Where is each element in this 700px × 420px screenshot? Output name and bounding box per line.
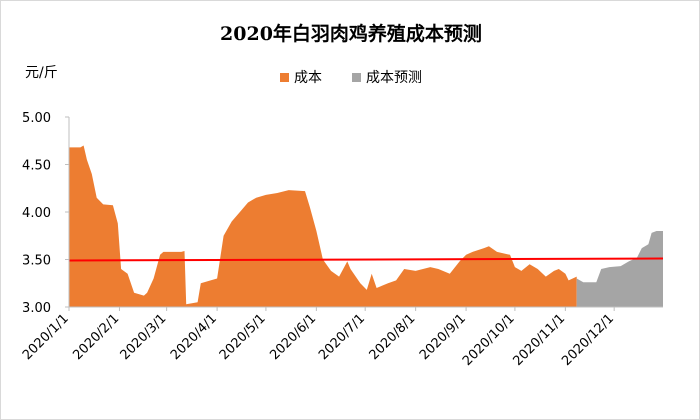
legend: 成本 成本预测: [1, 67, 699, 87]
y-tick-label: 4.50: [22, 159, 51, 174]
series-area-cost-forecast: [576, 231, 663, 307]
legend-swatch-cost: [280, 72, 289, 82]
x-tick-label: 2020/7/1: [316, 311, 368, 363]
x-tick-label: 2020/12/1: [559, 311, 617, 369]
reference-line: [68, 257, 664, 262]
legend-item-forecast: 成本预测: [352, 67, 422, 87]
y-tick-label: 5.00: [22, 111, 51, 126]
x-tick-label: 2020/3/1: [118, 311, 170, 363]
x-tick-label: 2020/9/1: [417, 311, 469, 363]
x-tick-label: 2020/1/1: [20, 311, 72, 363]
x-tick-label: 2020/5/1: [217, 311, 269, 363]
legend-label-forecast: 成本预测: [366, 70, 422, 86]
y-tick-label: 3.00: [22, 301, 51, 316]
x-tick-label: 2020/8/1: [367, 311, 419, 363]
y-axis-unit-label: 元/斤: [25, 65, 58, 81]
x-tick-label: 2020/6/1: [267, 311, 319, 363]
x-tick-label: 2020/2/1: [70, 311, 122, 363]
legend-swatch-forecast: [352, 72, 361, 82]
y-tick-label: 4.00: [22, 206, 51, 221]
legend-label-cost: 成本: [294, 70, 322, 86]
y-tick-label: 3.50: [22, 254, 51, 269]
chart-title: 2020年白羽肉鸡养殖成本预测: [220, 23, 482, 45]
legend-item-cost: 成本: [280, 67, 322, 87]
x-tick-label: 2020/10/1: [460, 311, 518, 369]
x-tick-label: 2020/11/1: [510, 311, 568, 369]
series-area-cost: [69, 145, 577, 307]
x-tick-label: 2020/4/1: [168, 311, 220, 363]
